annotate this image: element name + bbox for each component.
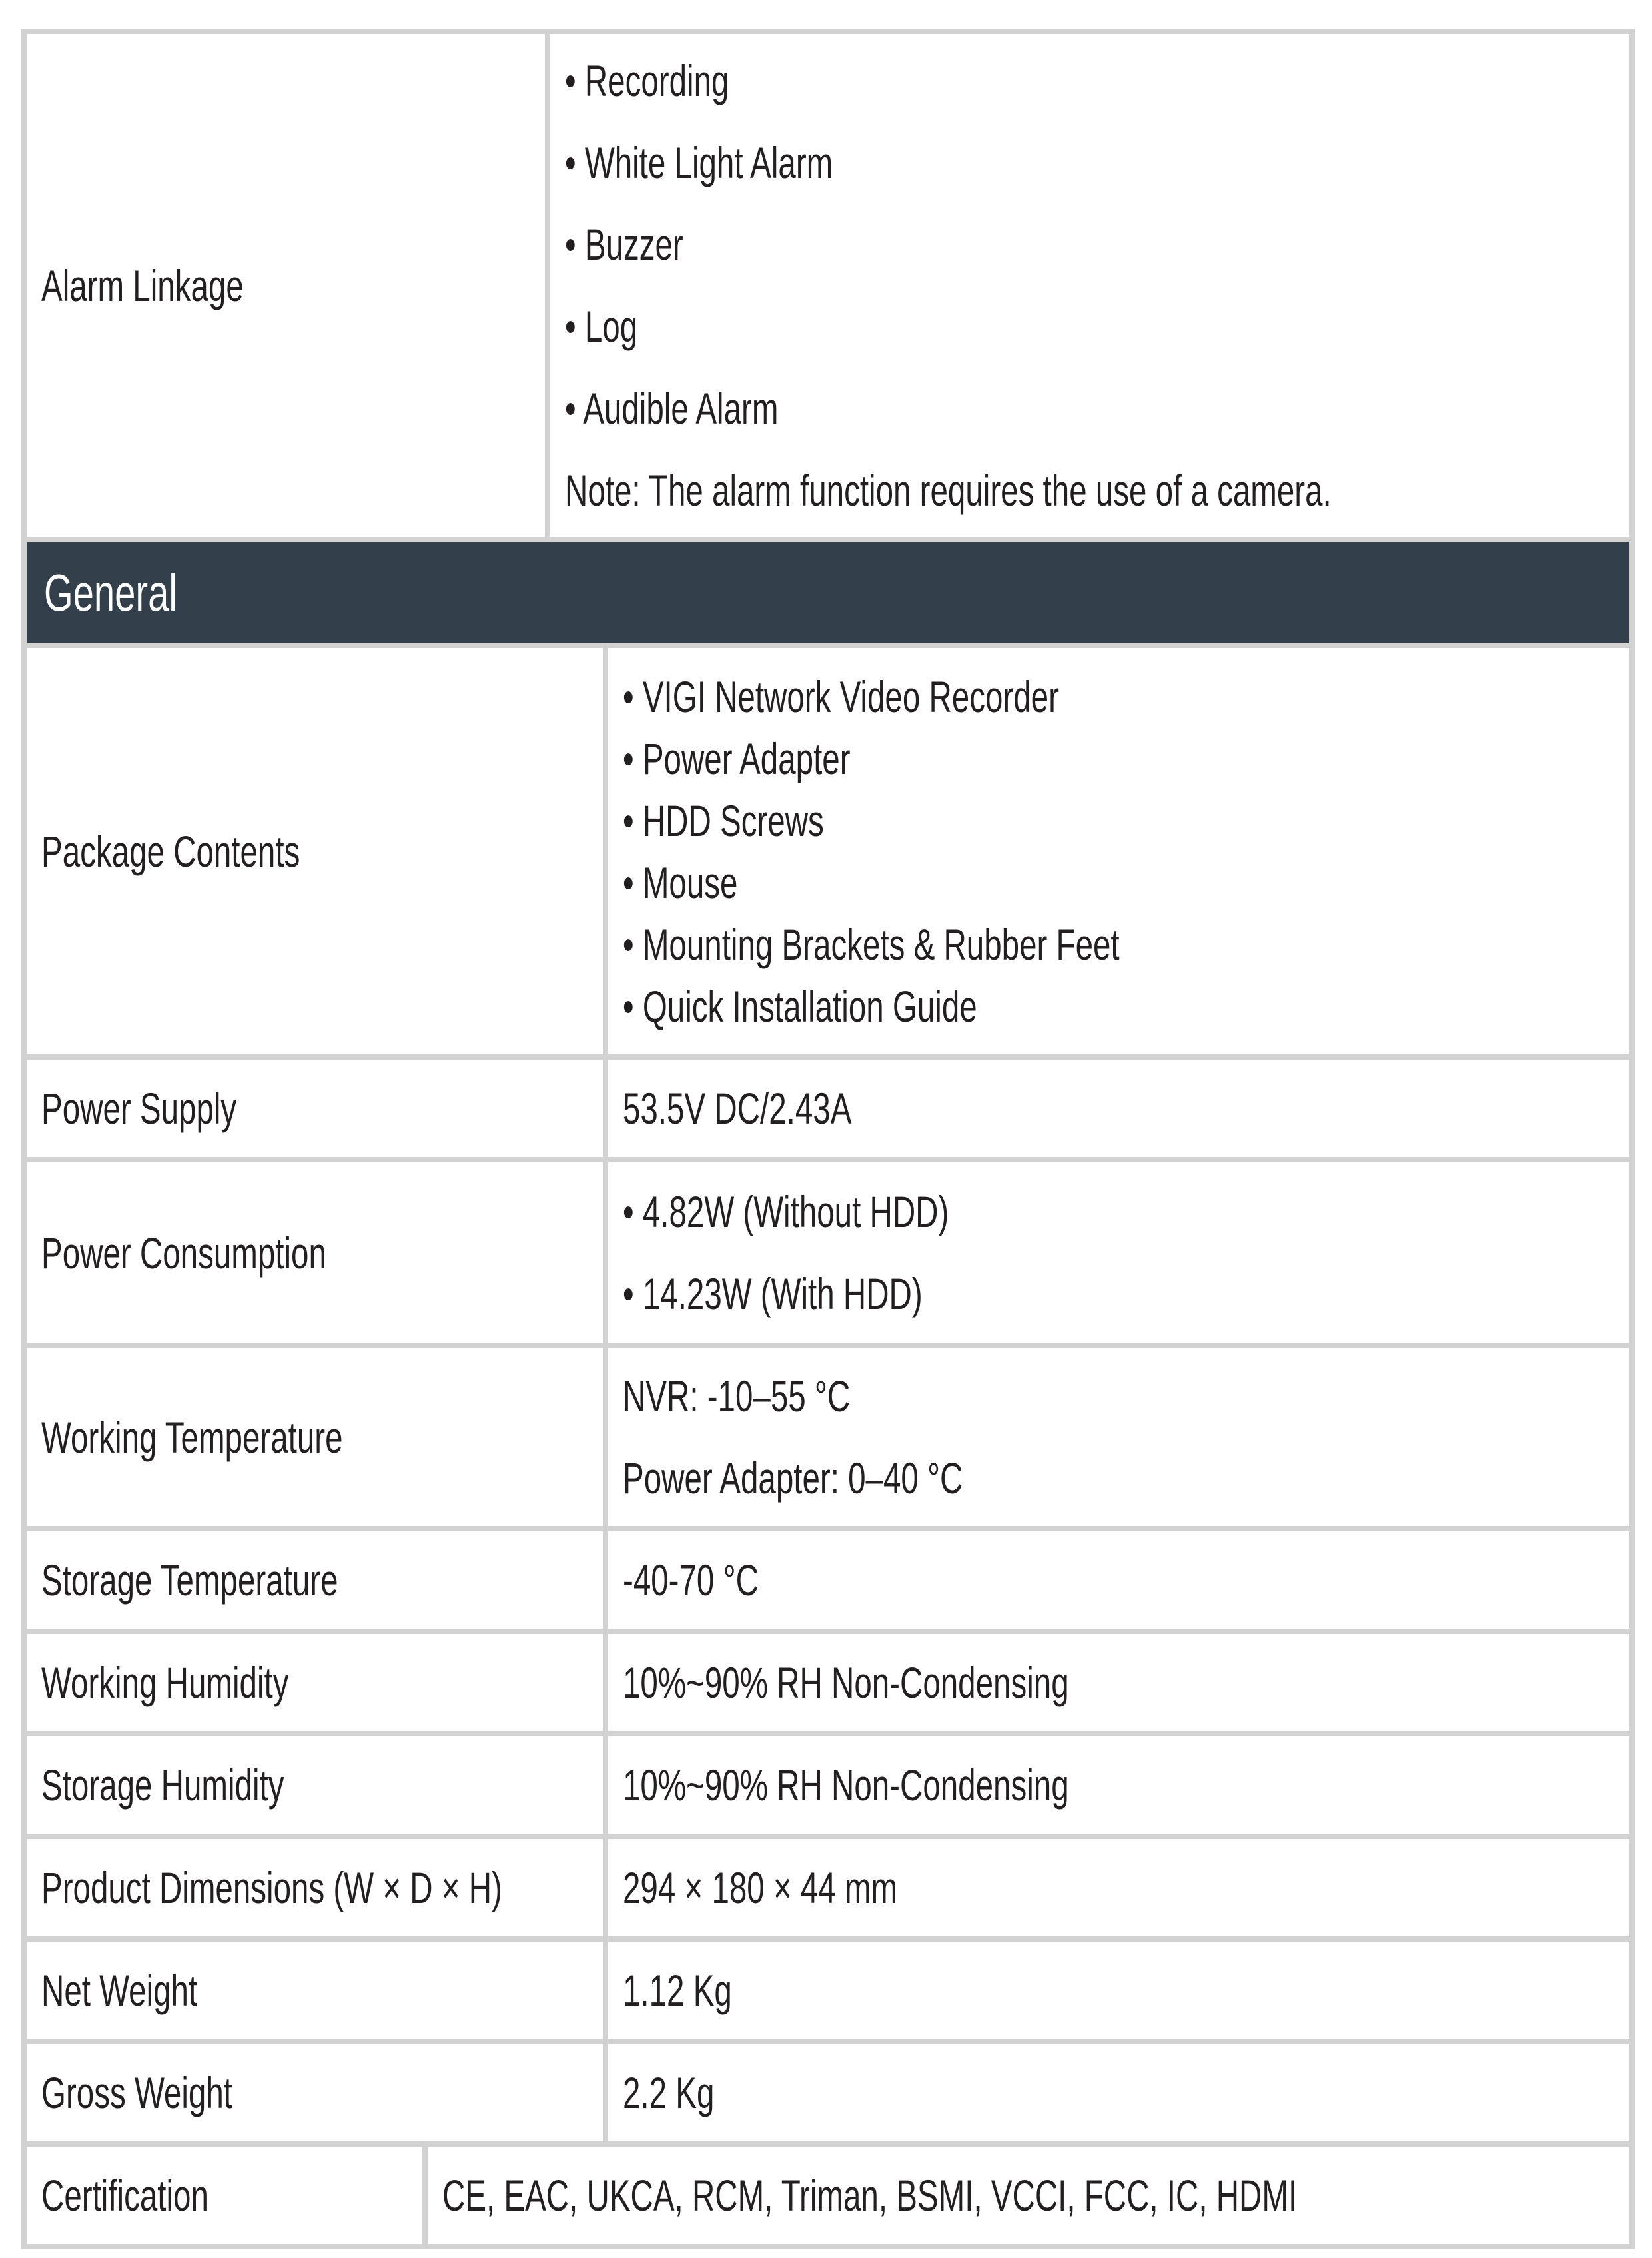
row-label: Storage Temperature [41, 1555, 338, 1605]
row-label: Gross Weight [41, 2068, 232, 2117]
row-label: Net Weight [41, 1966, 198, 2015]
list-item: • VIGI Network Video Recorder [623, 671, 1059, 721]
row-value: -40-70 °C [623, 1555, 759, 1605]
list-item: • Audible Alarm [564, 384, 779, 433]
table-row: Storage Temperature -40-70 °C [27, 1531, 1635, 1634]
row-label: Product Dimensions (W × D × H) [41, 1863, 502, 1912]
list-item: • Power Adapter [623, 733, 851, 783]
spec-table: Alarm Linkage • Recording • White Light … [21, 29, 1635, 2249]
list-item: • HDD Screws [623, 795, 824, 845]
row-working-temperature: Working Temperature NVR: -10–55 °C Power… [27, 1348, 1635, 1531]
table-row: Product Dimensions (W × D × H) 294 × 180 … [27, 1839, 1635, 1942]
list-item: Power Adapter: 0–40 °C [623, 1453, 963, 1503]
list-item: NVR: -10–55 °C [623, 1371, 851, 1421]
table-row: Gross Weight 2.2 Kg [27, 2044, 1635, 2147]
list-item: • Log [564, 302, 637, 351]
row-power-supply: Power Supply 53.5V DC/2.43A [27, 1060, 1635, 1162]
row-label: Package Contents [41, 827, 300, 876]
row-value: 1.12 Kg [623, 1966, 732, 2015]
row-value: 2.2 Kg [623, 2068, 715, 2117]
list-item: • Buzzer [564, 220, 683, 269]
row-label: Power Consumption [41, 1228, 326, 1278]
row-power-consumption: Power Consumption • 4.82W (Without HDD) … [27, 1162, 1635, 1348]
section-title: General [44, 563, 177, 622]
row-label: Power Supply [41, 1084, 237, 1133]
section-header-general: General [27, 542, 1635, 648]
row-label: Certification [41, 2171, 208, 2220]
row-label: Working Humidity [41, 1658, 289, 1707]
row-label: Storage Humidity [41, 1760, 284, 1810]
list-item: • Mounting Brackets & Rubber Feet [623, 919, 1120, 969]
list-item: • Quick Installation Guide [623, 981, 977, 1031]
row-value: 53.5V DC/2.43A [623, 1084, 852, 1133]
row-value: CE, EAC, UKCA, RCM, Triman, BSMI, VCCI, … [442, 2171, 1297, 2220]
table-row: Net Weight 1.12 Kg [27, 1942, 1635, 2044]
list-item: • Recording [564, 56, 729, 105]
row-value: 294 × 180 × 44 mm [623, 1863, 898, 1912]
row-value: 10%~90% RH Non-Condensing [623, 1760, 1069, 1810]
row-value: 10%~90% RH Non-Condensing [623, 1658, 1069, 1707]
note: Note: The alarm function requires the us… [564, 466, 1332, 515]
row-alarm-linkage: Alarm Linkage • Recording • White Light … [27, 34, 1635, 542]
list-item: • 14.23W (With HDD) [623, 1269, 923, 1318]
list-item: • Mouse [623, 857, 738, 907]
row-label: Working Temperature [41, 1412, 343, 1462]
list-item: • 4.82W (Without HDD) [623, 1187, 949, 1236]
list-item: • White Light Alarm [564, 138, 833, 187]
row-package-contents: Package Contents • VIGI Network Video Re… [27, 648, 1635, 1060]
table-row: Storage Humidity 10%~90% RH Non-Condensin… [27, 1736, 1635, 1839]
table-row: Certification CE, EAC, UKCA, RCM, Triman,… [27, 2147, 1635, 2249]
table-row: Working Humidity 10%~90% RH Non-Condensin… [27, 1634, 1635, 1736]
row-label: Alarm Linkage [41, 260, 244, 310]
